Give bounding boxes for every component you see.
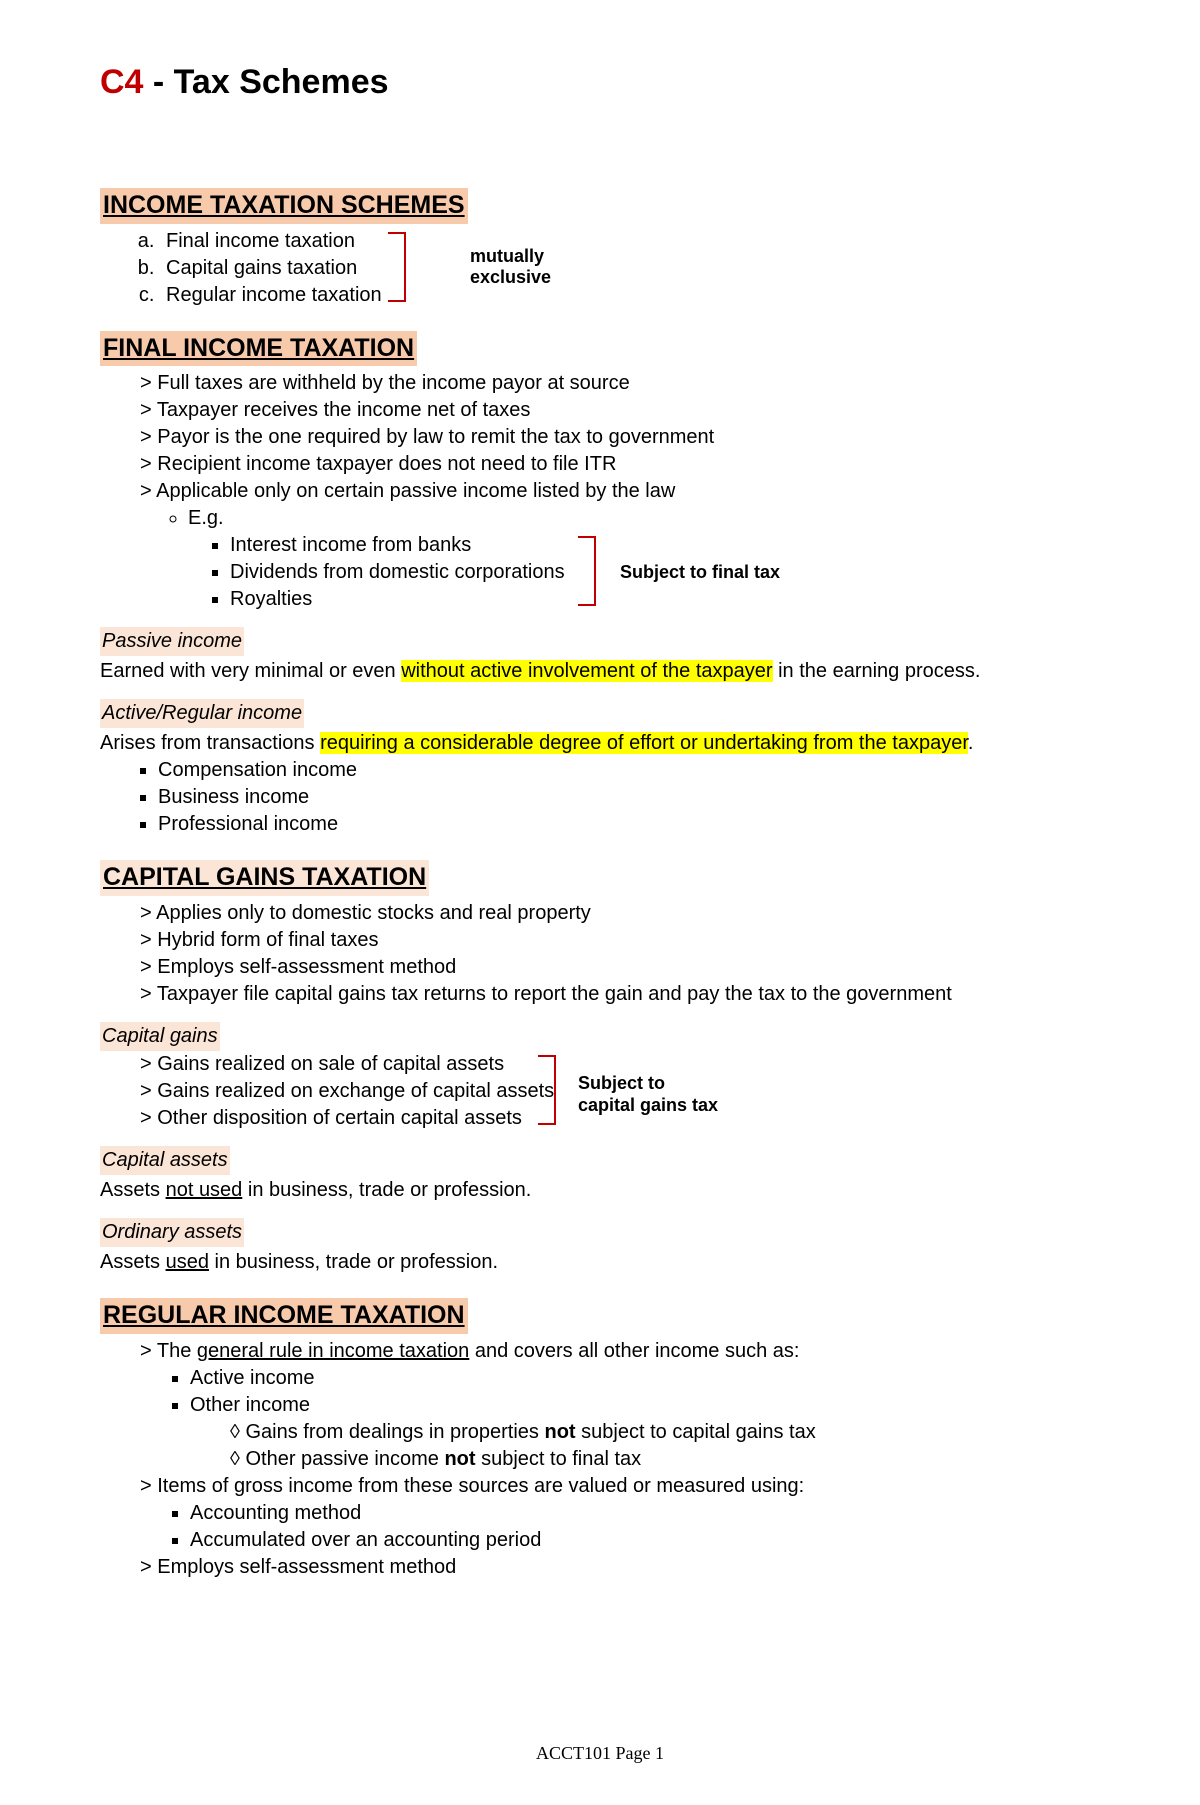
rit-sub-2: Accounting method Accumulated over an ac… (100, 1500, 1100, 1554)
text: . (968, 732, 974, 754)
text: Earned with very minimal or even (100, 660, 401, 682)
annotation: Subject to capital gains tax (578, 1073, 718, 1116)
list-item: Capital gains taxation (160, 255, 1100, 282)
list-item: Employs self-assessment method (140, 1554, 1100, 1581)
eg-inner: Interest income from banks Dividends fro… (100, 532, 1100, 613)
rit-points-3: Employs self-assessment method (100, 1554, 1100, 1581)
sub-heading-cg: Capital gains (100, 1022, 220, 1051)
text: Gains from dealings in properties (245, 1421, 544, 1443)
list-item: Gains from dealings in properties not su… (230, 1419, 1100, 1446)
list-item: Other income (190, 1392, 1100, 1419)
section-heading: INCOME TAXATION SCHEMES (100, 188, 468, 224)
rit-subsub: Gains from dealings in properties not su… (100, 1419, 1100, 1473)
rit-sub: Active income Other income (100, 1365, 1100, 1419)
highlight: requiring a considerable degree of effor… (320, 732, 968, 754)
eg-outer: E.g. (100, 505, 1100, 532)
bracket-icon (578, 536, 596, 606)
bracket-icon (538, 1055, 556, 1125)
list-item: Full taxes are withheld by the income pa… (140, 370, 1100, 397)
underline: general rule in income taxation (197, 1340, 469, 1362)
final-tax-points: Full taxes are withheld by the income pa… (100, 370, 1100, 505)
list-item: Accumulated over an accounting period (190, 1527, 1100, 1554)
text: and covers all other income such as: (469, 1340, 799, 1362)
annotation: Subject to final tax (620, 562, 780, 584)
text: The (157, 1340, 197, 1362)
cg-wrap: Gains realized on sale of capital assets… (100, 1051, 1100, 1132)
bracket-icon (388, 232, 406, 302)
bold: not (444, 1448, 475, 1470)
ca-desc: Assets not used in business, trade or pr… (100, 1177, 1100, 1204)
sub-heading-oa: Ordinary assets (100, 1218, 244, 1247)
page-title: C4 - Tax Schemes (100, 60, 1100, 106)
list-item: Other passive income not subject to fina… (230, 1446, 1100, 1473)
list-item: Taxpayer receives the income net of taxe… (140, 397, 1100, 424)
schemes-list-wrap: Final income taxation Capital gains taxa… (100, 228, 1100, 309)
list-item: Interest income from banks (230, 532, 1100, 559)
list-item: Payor is the one required by law to remi… (140, 424, 1100, 451)
rit-points-2: Items of gross income from these sources… (100, 1473, 1100, 1500)
bold: not (545, 1421, 576, 1443)
list-item: Final income taxation (160, 228, 1100, 255)
sub-heading-passive: Passive income (100, 627, 244, 656)
text: in the earning process. (773, 660, 981, 682)
list-item: Accounting method (190, 1500, 1100, 1527)
list-item: Applies only to domestic stocks and real… (140, 900, 1100, 927)
list-item: Compensation income (158, 757, 1100, 784)
list-item: Applicable only on certain passive incom… (140, 478, 1100, 505)
list-item: Active income (190, 1365, 1100, 1392)
text: in business, trade or profession. (209, 1251, 498, 1273)
sub-heading-ca: Capital assets (100, 1146, 230, 1175)
text: Other passive income (245, 1448, 444, 1470)
annotation: mutually exclusive (470, 246, 551, 289)
list-item: Royalties (230, 586, 1100, 613)
schemes-list: Final income taxation Capital gains taxa… (100, 228, 1100, 309)
list-item: Hybrid form of final taxes (140, 927, 1100, 954)
list-item: Taxpayer file capital gains tax returns … (140, 981, 1100, 1008)
active-desc: Arises from transactions requiring a con… (100, 730, 1100, 757)
list-item: Employs self-assessment method (140, 954, 1100, 981)
section-heading: FINAL INCOME TAXATION (100, 331, 417, 367)
eg-inner-wrap: Interest income from banks Dividends fro… (100, 532, 1100, 613)
sub-heading-active: Active/Regular income (100, 699, 304, 728)
list-item: Items of gross income from these sources… (140, 1473, 1100, 1500)
title-rest: - Tax Schemes (143, 63, 388, 101)
list-item: Professional income (158, 811, 1100, 838)
section-heading: REGULAR INCOME TAXATION (100, 1298, 468, 1334)
oa-desc: Assets used in business, trade or profes… (100, 1249, 1100, 1276)
text: subject to final tax (476, 1448, 642, 1470)
list-item: Recipient income taxpayer does not need … (140, 451, 1100, 478)
list-item: The general rule in income taxation and … (140, 1338, 1100, 1365)
text: Assets (100, 1179, 166, 1201)
passive-desc: Earned with very minimal or even without… (100, 658, 1100, 685)
text: Assets (100, 1251, 166, 1273)
cgt-points: Applies only to domestic stocks and real… (100, 900, 1100, 1008)
text: subject to capital gains tax (576, 1421, 816, 1443)
underline: used (166, 1251, 209, 1273)
underline: not used (166, 1179, 243, 1201)
rit-points: The general rule in income taxation and … (100, 1338, 1100, 1365)
highlight: without active involvement of the taxpay… (401, 660, 772, 682)
section-heading: CAPITAL GAINS TAXATION (100, 860, 429, 896)
list-item: Regular income taxation (160, 282, 1100, 309)
list-item: E.g. (188, 505, 1100, 532)
active-items: Compensation income Business income Prof… (100, 757, 1100, 838)
title-prefix: C4 (100, 63, 143, 101)
list-item: Business income (158, 784, 1100, 811)
text: in business, trade or profession. (242, 1179, 531, 1201)
page-footer: ACCT101 Page 1 (100, 1741, 1100, 1765)
text: Arises from transactions (100, 732, 320, 754)
